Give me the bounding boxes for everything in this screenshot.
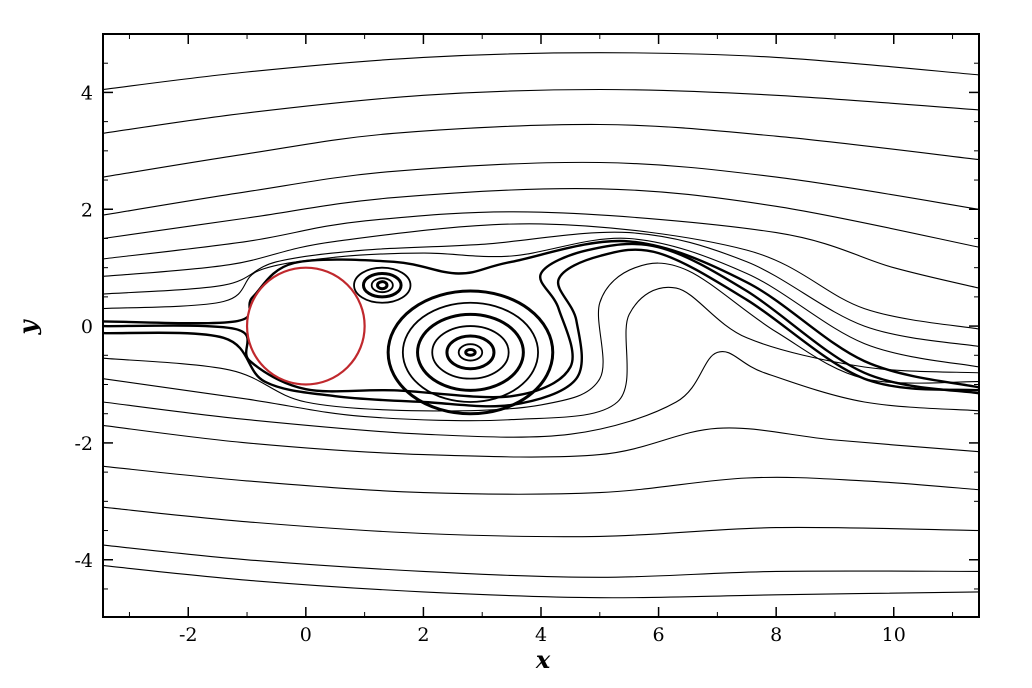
streamline-16 (103, 465, 979, 495)
y-tick-label: -4 (74, 550, 93, 572)
y-tick-label: 4 (81, 82, 93, 104)
x-tick-label: 10 (882, 624, 906, 646)
streamline-2 (103, 123, 979, 178)
x-axis-label: x (535, 645, 551, 674)
vortex-1-loop-0 (376, 280, 389, 291)
streamline-12 (103, 262, 979, 412)
vortex-0-loop-4 (416, 312, 525, 392)
x-tick-label: 6 (653, 624, 665, 646)
streamline-14 (103, 350, 979, 438)
streamline-3 (103, 161, 979, 216)
vortex-1-loop-2 (361, 272, 403, 299)
vortex-0-loop-2 (445, 334, 496, 371)
streamline-17 (103, 506, 979, 538)
streamline-1 (103, 88, 979, 134)
vortex-0-loop-5 (401, 301, 539, 403)
streamline-19 (103, 565, 979, 599)
cylinder (245, 266, 366, 386)
streamline-18 (103, 544, 979, 578)
x-tick-label: 4 (535, 624, 547, 646)
y-axis-label: y (13, 318, 42, 335)
cylinder-layer (245, 266, 366, 386)
streamline-10 (103, 242, 979, 399)
x-tick-label: -2 (179, 624, 198, 646)
vortex-1-loop-3 (353, 266, 412, 304)
streamline-7 (103, 231, 979, 348)
vortex-0-loop-6 (386, 289, 555, 416)
streamline-4 (103, 188, 979, 248)
y-axis-ticks: -4 -2 0 2 4 (74, 62, 979, 590)
vortex-0-loop-3 (431, 325, 510, 380)
x-tick-label: 0 (300, 624, 312, 646)
y-tick-label: 2 (81, 199, 93, 221)
x-tick-label: 8 (770, 624, 782, 646)
plot-frame (102, 33, 980, 618)
streamline-8 (103, 237, 979, 368)
x-tick-label: 2 (417, 624, 429, 646)
streamline-5 (103, 211, 979, 289)
y-tick-label: 0 (81, 316, 93, 338)
y-tick-label: -2 (74, 433, 93, 455)
streamline-0 (103, 52, 979, 91)
vortex-layer (353, 266, 555, 416)
streamline-13 (103, 286, 979, 422)
vortex-0-loop-0 (464, 347, 477, 357)
streamline-6 (103, 223, 979, 330)
streamlines-layer (103, 52, 979, 599)
streamline-15 (103, 424, 979, 458)
x-axis-ticks: -2 0 2 4 6 8 10 (128, 34, 954, 646)
vortex-1-loop-1 (370, 277, 394, 294)
vortex-0-loop-1 (457, 343, 484, 362)
streamline-11 (103, 248, 979, 408)
